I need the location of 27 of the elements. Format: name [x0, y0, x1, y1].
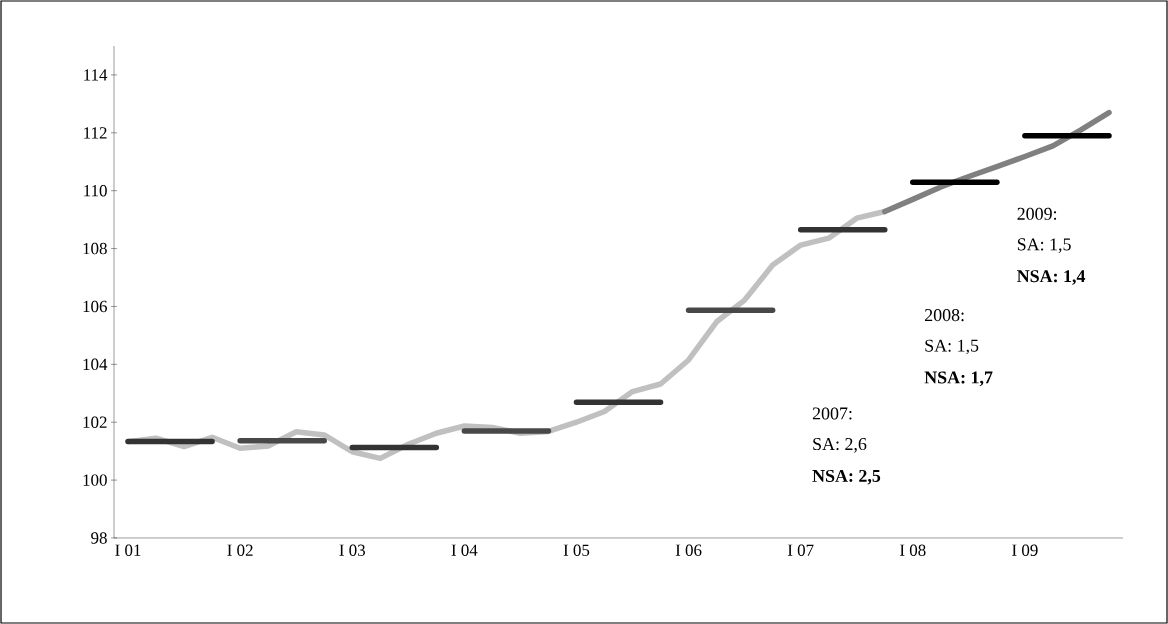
x-tick-label: I 09	[1012, 544, 1038, 556]
annotation: SA: 1,5	[925, 339, 979, 355]
x-tick-label: I 06	[675, 544, 702, 556]
y-tick-label: 104	[83, 358, 108, 371]
x-tick-label: I 01	[115, 544, 141, 556]
x-tick-label: I 02	[227, 544, 253, 556]
y-tick-label: 112	[84, 127, 107, 139]
y-tick-label: 108	[83, 242, 107, 255]
x-tick-label: I 04	[451, 544, 478, 556]
annotation: NSA: 2,5	[812, 469, 881, 485]
y-tick-label: 114	[84, 69, 108, 81]
annotation: 2008:	[924, 309, 964, 322]
annotation: NSA: 1,4	[1017, 270, 1086, 285]
annotation: SA: 2,6	[813, 438, 867, 453]
annotation: SA: 1,5	[1017, 238, 1071, 253]
x-tick-label: I 03	[339, 544, 365, 556]
annotation: NSA: 1,7	[924, 371, 993, 387]
y-tick-label: 98	[91, 532, 107, 544]
x-tick-label: I 07	[787, 544, 814, 556]
y-tick-label: 102	[83, 416, 107, 428]
y-tick-label: 106	[83, 300, 107, 313]
annotation: 2009:	[1017, 207, 1057, 220]
x-tick-label: I 05	[563, 544, 590, 556]
annotation: 2007:	[812, 407, 852, 420]
y-tick-label: 110	[84, 184, 107, 197]
x-tick-label: I 08	[900, 544, 926, 556]
y-tick-label: 100	[83, 474, 107, 486]
